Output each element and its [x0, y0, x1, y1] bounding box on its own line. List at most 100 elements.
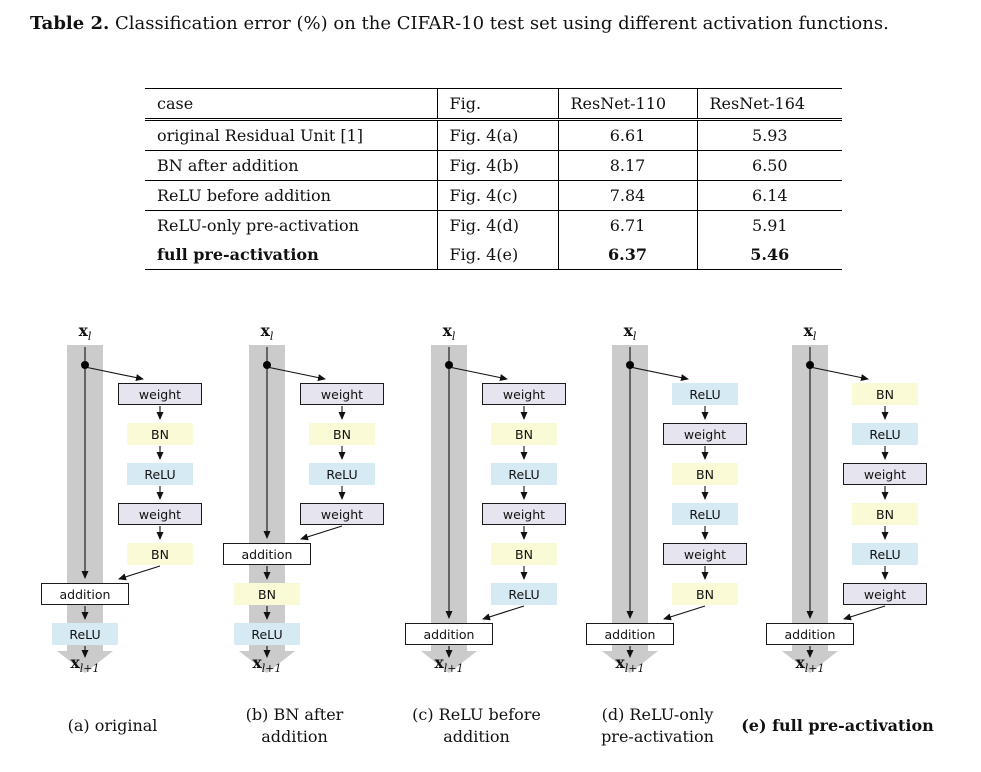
subfigure-caption: (d) ReLU-only pre-activation — [601, 705, 714, 746]
symbol-subscript: l — [269, 330, 274, 344]
input-symbol: xl — [407, 321, 491, 343]
block-bn-2: BN — [491, 543, 557, 565]
table-caption-text: Classification error (%) on the CIFAR-10… — [115, 13, 889, 34]
symbol-subscript: l+1 — [79, 662, 100, 676]
cell-resnet164: 5.46 — [696, 240, 842, 270]
cell-resnet110: 6.37 — [557, 240, 697, 270]
block-bn-1: BN — [127, 423, 193, 445]
table-row: ReLU before addition Fig. 4(c) 7.84 6.14 — [145, 180, 842, 211]
shortcut-arrowhead-icon — [239, 651, 295, 673]
table-row: BN after addition Fig. 4(b) 8.17 6.50 — [145, 150, 842, 181]
cell-resnet110: 6.61 — [557, 119, 697, 151]
shortcut-arrowhead-icon — [57, 651, 113, 673]
cell-case: BN after addition — [145, 150, 437, 181]
block-relu-2: ReLU — [491, 583, 557, 605]
block-bn-2: BN — [127, 543, 193, 565]
residual-unit-e: xl BN ReLU weight BN ReLU weight additio… — [740, 315, 935, 765]
block-addition: addition — [41, 583, 129, 605]
block-weight-2: weight — [482, 503, 566, 525]
identity-shortcut-band — [249, 345, 285, 651]
block-weight-2: weight — [118, 503, 202, 525]
block-weight-1: weight — [663, 423, 747, 445]
symbol-base: x — [803, 321, 813, 340]
output-symbol: xl+1 — [407, 653, 491, 675]
subfigure-caption: (c) ReLU before addition — [412, 705, 541, 746]
output-symbol: xl+1 — [588, 653, 672, 675]
symbol-base: x — [252, 653, 262, 672]
block-bn-1: BN — [852, 383, 918, 405]
block-relu-post: ReLU — [234, 623, 300, 645]
input-symbol: xl — [768, 321, 852, 343]
symbol-base: x — [615, 653, 625, 672]
block-addition: addition — [405, 623, 493, 645]
shortcut-arrowhead-icon — [421, 651, 477, 673]
symbol-subscript: l — [812, 330, 817, 344]
block-bn-1: BN — [491, 423, 557, 445]
block-weight-2: weight — [300, 503, 384, 525]
branch-dot — [806, 361, 814, 369]
col-header-resnet164: ResNet-164 — [696, 88, 842, 121]
residual-unit-c: xl weight BN ReLU weight BN ReLU additio… — [379, 315, 574, 765]
residual-unit-d: xl ReLU weight BN ReLU weight BN additio… — [560, 315, 755, 765]
cell-fig: Fig. 4(d) — [436, 210, 558, 240]
identity-shortcut-band — [67, 345, 103, 651]
symbol-subscript: l — [87, 330, 92, 344]
symbol-base: x — [78, 321, 88, 340]
block-relu-post: ReLU — [52, 623, 118, 645]
identity-shortcut-band — [431, 345, 467, 651]
identity-shortcut-band — [612, 345, 648, 651]
block-weight-1: weight — [118, 383, 202, 405]
cell-case: full pre-activation — [145, 240, 437, 270]
table-row: ReLU-only pre-activation Fig. 4(d) 6.71 … — [145, 210, 842, 240]
block-bn-2: BN — [852, 503, 918, 525]
symbol-base: x — [434, 653, 444, 672]
subfigure-caption: (b) BN after addition — [245, 705, 344, 746]
block-relu-1: ReLU — [127, 463, 193, 485]
symbol-base: x — [70, 653, 80, 672]
block-weight-1: weight — [843, 463, 927, 485]
subfigure-caption: (e) full pre-activation — [741, 716, 934, 736]
residual-unit-b: xl weight BN ReLU weight addition BN ReL… — [197, 315, 392, 765]
symbol-base: x — [442, 321, 452, 340]
table-row: original Residual Unit [1] Fig. 4(a) 6.6… — [145, 119, 842, 151]
block-addition: addition — [766, 623, 854, 645]
shortcut-arrowhead-icon — [602, 651, 658, 673]
table-caption: Table 2. Classification error (%) on the… — [30, 10, 952, 38]
block-relu-1: ReLU — [852, 423, 918, 445]
branch-dot — [626, 361, 634, 369]
input-symbol: xl — [43, 321, 127, 343]
block-bn-1: BN — [309, 423, 375, 445]
cell-resnet110: 6.71 — [557, 210, 697, 240]
symbol-subscript: l+1 — [804, 662, 825, 676]
col-header-case: case — [145, 88, 437, 121]
table-row: full pre-activation Fig. 4(e) 6.37 5.46 — [145, 240, 842, 270]
symbol-base: x — [623, 321, 633, 340]
cell-case: original Residual Unit [1] — [145, 119, 437, 151]
block-relu-2: ReLU — [852, 543, 918, 565]
input-symbol: xl — [225, 321, 309, 343]
cell-fig: Fig. 4(e) — [436, 240, 558, 270]
cell-resnet164: 5.91 — [696, 210, 842, 240]
header-row: case Fig. ResNet-110 ResNet-164 — [145, 88, 842, 121]
cell-case: ReLU before addition — [145, 180, 437, 211]
cell-fig: Fig. 4(b) — [436, 150, 558, 181]
cell-case: ReLU-only pre-activation — [157, 216, 359, 235]
cell-resnet164: 6.14 — [696, 180, 842, 211]
block-bn-post: BN — [234, 583, 300, 605]
cell-resnet164: 5.93 — [696, 119, 842, 151]
symbol-subscript: l+1 — [443, 662, 464, 676]
subfigure-caption: (a) original — [67, 716, 158, 736]
block-relu-1: ReLU — [672, 383, 738, 405]
output-symbol: xl+1 — [225, 653, 309, 675]
symbol-subscript: l — [632, 330, 637, 344]
branch-dot — [263, 361, 271, 369]
cell-resnet164: 6.50 — [696, 150, 842, 181]
residual-unit-a: xl weight BN ReLU weight BN addition ReL… — [15, 315, 210, 765]
block-weight-2: weight — [663, 543, 747, 565]
col-header-fig: Fig. — [436, 88, 558, 121]
symbol-subscript: l+1 — [624, 662, 645, 676]
symbol-subscript: l — [451, 330, 456, 344]
block-relu-1: ReLU — [491, 463, 557, 485]
branch-dot — [81, 361, 89, 369]
cell-resnet110: 8.17 — [557, 150, 697, 181]
